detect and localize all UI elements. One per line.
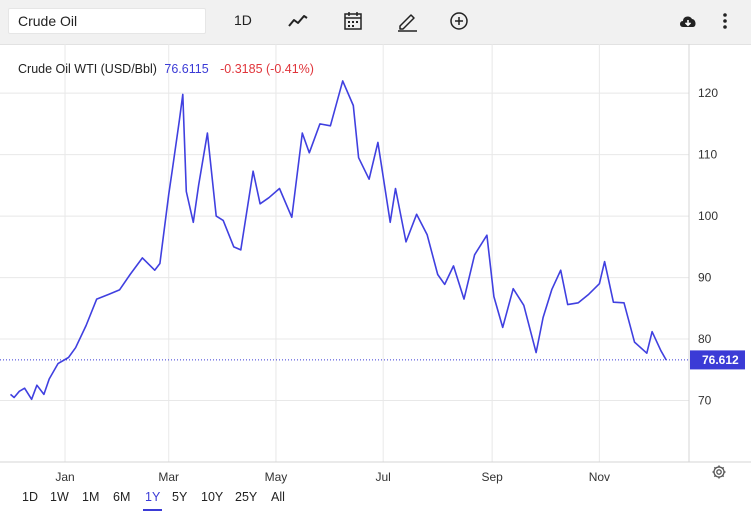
y-tick-label: 120 bbox=[698, 86, 718, 100]
last-price-tag: 76.612 bbox=[690, 350, 745, 370]
current-price: 76.6115 bbox=[164, 62, 209, 76]
y-tick-label: 80 bbox=[698, 332, 712, 346]
x-tick-label: Jan bbox=[55, 470, 74, 484]
chart-grid bbox=[0, 44, 689, 462]
range-button-1d[interactable]: 1D bbox=[22, 490, 38, 504]
y-tick-label: 90 bbox=[698, 271, 712, 285]
draw-pencil-icon[interactable] bbox=[396, 10, 418, 32]
y-tick-label: 100 bbox=[698, 209, 718, 223]
range-button-all[interactable]: All bbox=[271, 490, 285, 504]
y-tick-label: 110 bbox=[698, 148, 717, 162]
price-change: -0.3185 (-0.41%) bbox=[220, 62, 314, 76]
price-series-line bbox=[9, 80, 667, 401]
range-button-10y[interactable]: 10Y bbox=[201, 490, 224, 504]
x-tick-label: Nov bbox=[589, 470, 610, 484]
x-tick-label: Mar bbox=[158, 470, 179, 484]
range-button-1w[interactable]: 1W bbox=[50, 490, 69, 504]
symbol-search-input[interactable]: Crude Oil bbox=[8, 8, 206, 34]
price-tag-label: 76.612 bbox=[702, 353, 739, 367]
settings-gear-icon[interactable] bbox=[711, 464, 727, 480]
x-tick-label: May bbox=[265, 470, 288, 484]
chart-header: Crude Oil WTI (USD/Bbl) 76.6115 -0.3185 … bbox=[18, 62, 314, 76]
calendar-icon[interactable] bbox=[342, 10, 364, 32]
x-tick-label: Sep bbox=[481, 470, 503, 484]
more-vertical-icon[interactable] bbox=[714, 10, 736, 32]
range-button-5y[interactable]: 5Y bbox=[172, 490, 188, 504]
line-chart-icon[interactable] bbox=[287, 10, 309, 32]
toolbar: Crude Oil 1D bbox=[0, 0, 751, 45]
add-circle-icon[interactable] bbox=[448, 10, 470, 32]
price-tag-box bbox=[690, 350, 745, 370]
chart-axes: 70 80 90 100 110 120 Jan Mar May Jul Sep Nov bbox=[0, 44, 751, 484]
cloud-download-icon[interactable] bbox=[677, 10, 699, 32]
y-tick-label: 70 bbox=[698, 394, 712, 408]
range-button-1y[interactable]: 1Y bbox=[145, 490, 161, 504]
active-range-underline bbox=[143, 509, 162, 511]
range-button-25y[interactable]: 25Y bbox=[235, 490, 258, 504]
x-tick-label: Jul bbox=[375, 470, 390, 484]
chart-series bbox=[0, 80, 689, 401]
instrument-name: Crude Oil WTI (USD/Bbl) bbox=[18, 62, 157, 76]
range-button-6m[interactable]: 6M bbox=[113, 490, 131, 504]
interval-selector[interactable]: 1D bbox=[234, 12, 252, 28]
range-button-1m[interactable]: 1M bbox=[82, 490, 100, 504]
